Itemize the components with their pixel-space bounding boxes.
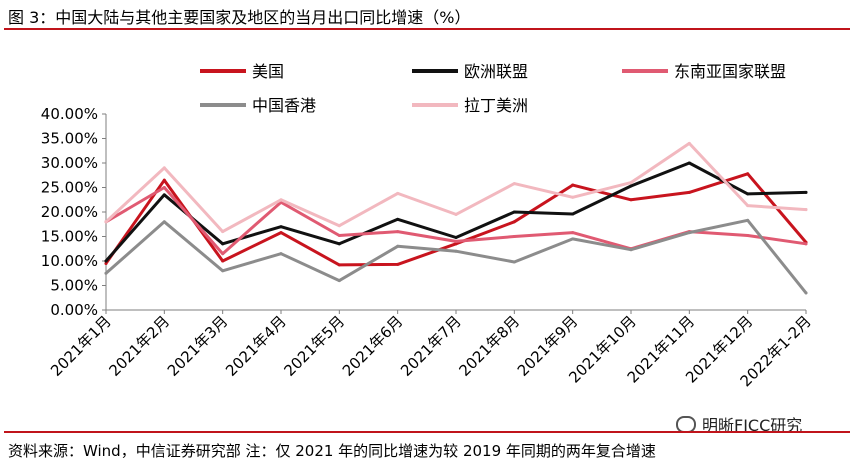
series-3-point <box>337 234 341 238</box>
series-4-point <box>629 248 633 252</box>
legend-label-5: 拉丁美洲 <box>464 96 528 115</box>
series-5-point <box>629 181 633 185</box>
series-2-point <box>454 235 458 239</box>
series-3-point <box>571 231 575 235</box>
series-1-point <box>746 172 750 176</box>
series-5-point <box>687 141 691 145</box>
x-tick-label: 2021年7月 <box>397 312 465 380</box>
series-4-point <box>162 220 166 224</box>
series-1-point <box>687 190 691 194</box>
y-tick-label: 40.00% <box>41 105 98 123</box>
y-tick-label: 15.00% <box>41 228 98 246</box>
series-5-point <box>746 204 750 208</box>
series-2-point <box>104 259 108 263</box>
series-2-point <box>804 190 808 194</box>
series-4-point <box>571 237 575 241</box>
series-5-point <box>804 208 808 212</box>
series-4-point <box>687 231 691 235</box>
series-1-point <box>454 242 458 246</box>
series-2-point <box>512 210 516 214</box>
series-4-point <box>746 218 750 222</box>
y-tick-label: 30.00% <box>41 154 98 172</box>
legend-label-4: 中国香港 <box>252 96 316 115</box>
y-tick-label: 5.00% <box>50 277 98 295</box>
x-tick-label: 2021年5月 <box>280 312 348 380</box>
series-2-point <box>629 184 633 188</box>
series-4-point <box>221 269 225 273</box>
series-1-point <box>512 220 516 224</box>
y-tick-label: 35.00% <box>41 130 98 148</box>
series-5-point <box>512 182 516 186</box>
y-tick-label: 20.00% <box>41 203 98 221</box>
series-5-point <box>571 195 575 199</box>
source-note: 资料来源：Wind，中信证券研究部 注：仅 2021 年的同比增速为较 2019… <box>8 442 656 460</box>
x-tick-label: 2021年6月 <box>339 312 407 380</box>
chart-title: 图 3：中国大陆与其他主要国家及地区的当月出口同比增速（%） <box>8 8 471 27</box>
x-tick-label: 2021年3月 <box>164 312 232 380</box>
series-3-point <box>162 186 166 189</box>
series-4-point <box>804 291 808 295</box>
series-1-point <box>279 231 283 235</box>
series-2-point <box>396 217 400 221</box>
series-3-point <box>454 239 458 243</box>
series-2-point <box>746 192 750 196</box>
x-tick-label: 2021年8月 <box>455 312 523 380</box>
series-2-point <box>337 242 341 246</box>
series-5-point <box>337 224 341 228</box>
series-5-point <box>104 220 108 224</box>
y-tick-label: 10.00% <box>41 252 98 270</box>
series-1-point <box>337 263 341 267</box>
legend-label-2: 欧洲联盟 <box>464 62 528 81</box>
title-divider <box>4 28 850 30</box>
series-5-point <box>454 212 458 216</box>
series-1-point <box>396 262 400 266</box>
y-tick-label: 25.00% <box>41 179 98 197</box>
series-4-point <box>104 271 108 275</box>
series-1-point <box>629 198 633 202</box>
series-5-point <box>396 191 400 195</box>
legend-label-1: 美国 <box>252 62 284 81</box>
series-4-point <box>396 244 400 248</box>
series-3-point <box>512 235 516 238</box>
x-tick-label: 2021年2月 <box>105 312 173 380</box>
series-2-point <box>687 161 691 165</box>
x-tick-label: 2021年4月 <box>222 312 290 380</box>
series-2-point <box>279 225 283 229</box>
series-4-point <box>512 260 516 264</box>
series-1-point <box>571 183 575 187</box>
series-2-point <box>221 242 225 246</box>
series-4-point <box>337 279 341 283</box>
series-4-point <box>279 252 283 256</box>
series-2-point <box>162 193 166 197</box>
series-3-point <box>221 252 225 256</box>
series-1-point <box>104 261 108 265</box>
footer-divider <box>4 431 850 433</box>
series-2-point <box>571 212 575 216</box>
series-5-point <box>279 198 283 202</box>
legend-label-3: 东南亚国家联盟 <box>674 62 786 81</box>
series-1-point <box>221 259 225 263</box>
series-line-4 <box>104 218 808 295</box>
series-3-point <box>804 242 808 246</box>
series-5-point <box>221 230 225 234</box>
series-3-point <box>396 230 400 234</box>
x-tick-label: 2021年1月 <box>47 312 115 380</box>
watermark-text: 明晰FICC研究 <box>702 416 803 435</box>
series-1-point <box>162 178 166 182</box>
series-5-point <box>162 166 166 170</box>
y-tick-label: 0.00% <box>50 301 98 319</box>
series-3-point <box>746 234 750 238</box>
series-4-point <box>454 249 458 253</box>
